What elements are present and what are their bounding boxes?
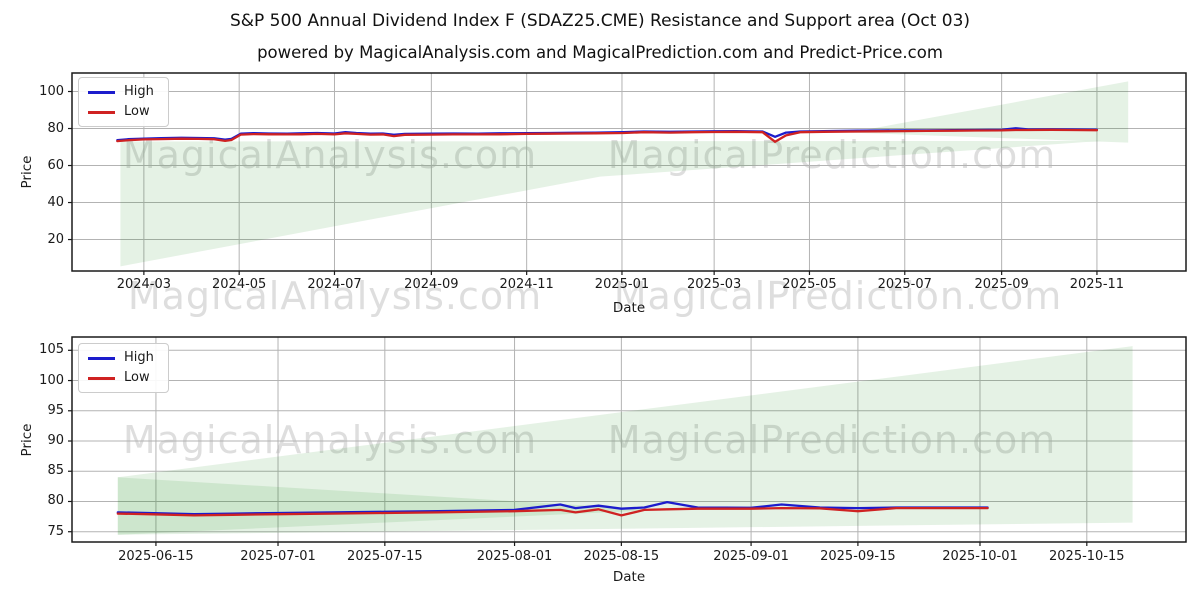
watermark: MagicalPrediction.com (608, 418, 1057, 462)
chart-2 (68, 336, 1187, 546)
plot-frame (71, 336, 1187, 543)
plot-frame (71, 72, 1187, 272)
watermark: MagicalAnalysis.com (127, 274, 543, 318)
support-wedge (120, 140, 1102, 267)
figure-subtitle: powered by MagicalAnalysis.com and Magic… (257, 43, 943, 62)
support-wedge (117, 477, 660, 535)
resistance-wedge (850, 81, 1129, 143)
resistance-wedge (117, 346, 1133, 535)
chart-1 (68, 72, 1187, 275)
watermark: MagicalAnalysis.com (123, 133, 537, 177)
low-line (116, 128, 1099, 143)
watermark: MagicalPrediction.com (608, 133, 1057, 177)
watermark: MagicalPrediction.com (613, 274, 1063, 318)
watermark: MagicalAnalysis.com (122, 418, 538, 462)
figure-title: S&P 500 Annual Dividend Index F (SDAZ25.… (229, 11, 971, 31)
high-line (116, 500, 989, 516)
low-line (116, 506, 989, 517)
